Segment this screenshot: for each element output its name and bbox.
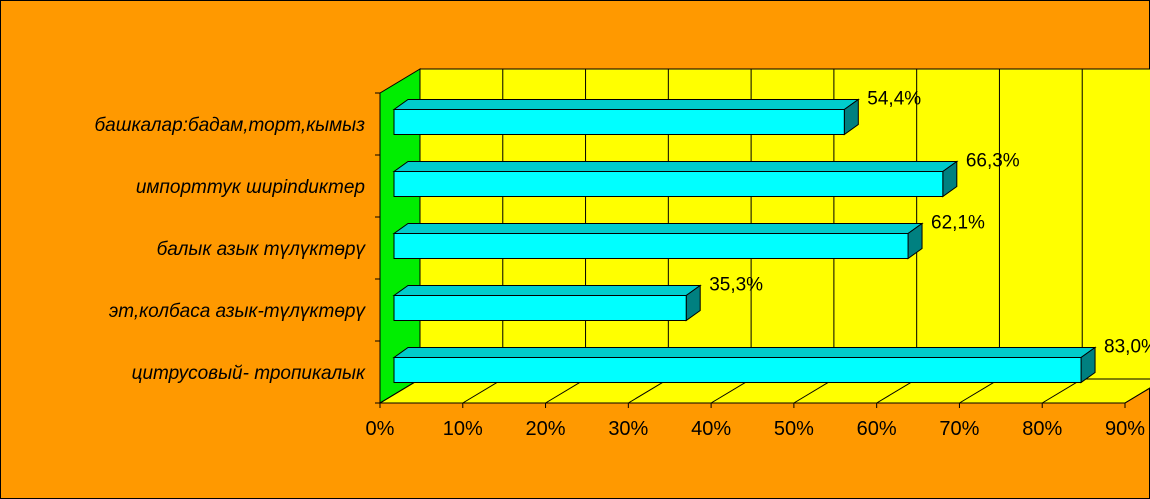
bar <box>392 346 1097 384</box>
x-tick-label: 0% <box>366 418 395 440</box>
x-tick-label: 60% <box>857 418 897 440</box>
data-label: 62,1% <box>931 213 985 234</box>
category-label: эт,колбаса азык-түлүктөрү <box>109 301 367 322</box>
bar <box>392 222 924 260</box>
bar <box>392 284 702 322</box>
tick-labels: 0% 10% 20% 30% 40% 50% 60% 70% 80% 90% <box>366 418 1146 440</box>
data-label: 54,4% <box>867 89 921 110</box>
x-tick-label: 80% <box>1022 418 1062 440</box>
category-labels: цитрусовый- тропикалык эт,колбаса азык-тү… <box>94 115 366 384</box>
x-tick-label: 90% <box>1105 418 1145 440</box>
bar <box>392 98 860 136</box>
gridline-floor <box>1124 387 1150 404</box>
category-label: башкалар:бадам,торт,кымыз <box>94 115 365 136</box>
data-labels: 83,0% 35,3% 62,1% 66,3% 54,4% <box>709 89 1150 358</box>
value-axis <box>375 92 1126 408</box>
category-label: импорттук ширindиктер <box>136 177 365 198</box>
category-label: цитрусовый- тропикалык <box>132 363 366 384</box>
bars <box>392 98 1097 384</box>
data-label: 83,0% <box>1104 337 1150 358</box>
x-tick-label: 50% <box>774 418 814 440</box>
category-label: балык азык түлүктөрү <box>157 239 367 260</box>
x-tick-label: 20% <box>526 418 566 440</box>
data-label: 66,3% <box>966 151 1020 172</box>
x-tick-label: 40% <box>691 418 731 440</box>
x-tick-label: 70% <box>939 418 979 440</box>
data-label: 35,3% <box>709 275 763 296</box>
x-tick-label: 30% <box>608 418 648 440</box>
bar <box>392 160 959 198</box>
x-tick-label: 10% <box>443 418 483 440</box>
